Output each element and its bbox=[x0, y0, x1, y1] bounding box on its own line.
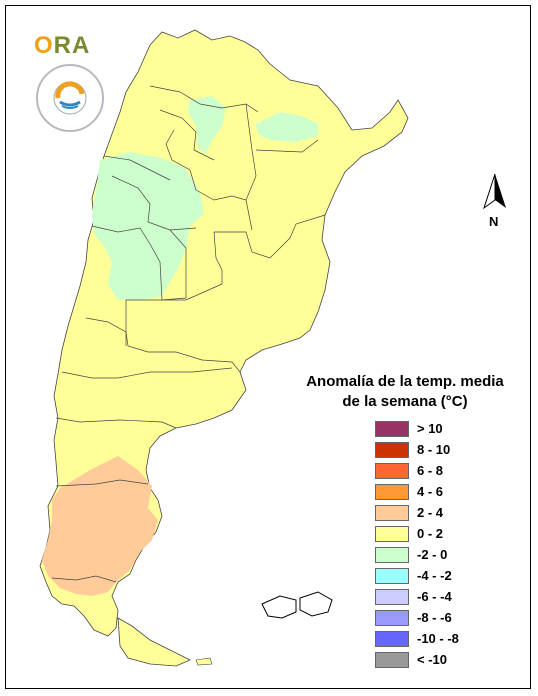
legend-swatch bbox=[375, 462, 409, 479]
legend-swatch bbox=[375, 525, 409, 542]
legend-swatch bbox=[375, 483, 409, 500]
legend-item: -8 - -6 bbox=[375, 607, 459, 628]
legend-label: 4 - 6 bbox=[417, 484, 444, 499]
legend-item: < -10 bbox=[375, 649, 459, 670]
smn-seal-emblem bbox=[53, 81, 87, 115]
province-boundaries bbox=[51, 85, 326, 583]
legend-swatch bbox=[375, 504, 409, 521]
legend-item: 2 - 4 bbox=[375, 502, 459, 523]
ora-logo-text: RA bbox=[53, 32, 91, 59]
map-frame bbox=[5, 5, 531, 689]
legend-label: 2 - 4 bbox=[417, 505, 444, 520]
region-2-4-south bbox=[42, 456, 158, 596]
legend-swatch bbox=[375, 588, 409, 605]
legend-swatch bbox=[375, 567, 409, 584]
legend-label: -4 - -2 bbox=[417, 568, 452, 583]
legend-item: 4 - 6 bbox=[375, 481, 459, 502]
legend-label: 6 - 8 bbox=[417, 463, 444, 478]
legend-item: -10 - -8 bbox=[375, 628, 459, 649]
legend-label: > 10 bbox=[417, 421, 443, 436]
legend-title-line2: de la semana (°C) bbox=[342, 393, 468, 410]
legend-item: > 10 bbox=[375, 418, 459, 439]
legend-swatch bbox=[375, 651, 409, 668]
legend-item: -2 - 0 bbox=[375, 544, 459, 565]
north-arrow-icon bbox=[483, 173, 506, 210]
legend-title-line1: Anomalía de la temp. media bbox=[306, 373, 504, 390]
legend-label: -10 - -8 bbox=[417, 631, 459, 646]
region-neg2-0-cuyo bbox=[92, 152, 204, 300]
north-label: N bbox=[489, 214, 499, 229]
region-neg2-0-north bbox=[188, 96, 226, 154]
legend-swatch bbox=[375, 546, 409, 563]
legend-title: Anomalía de la temp. media de la semana … bbox=[290, 372, 520, 412]
legend-item: 6 - 8 bbox=[375, 460, 459, 481]
legend-swatch bbox=[375, 420, 409, 437]
legend-label: 8 - 10 bbox=[417, 442, 451, 457]
legend-swatch bbox=[375, 630, 409, 647]
tierra-del-fuego bbox=[117, 617, 191, 667]
legend-item: 0 - 2 bbox=[375, 523, 459, 544]
legend-label: -2 - 0 bbox=[417, 547, 448, 562]
legend-label: -6 - -4 bbox=[417, 589, 452, 604]
legend-label: -8 - -6 bbox=[417, 610, 452, 625]
legend-item: -4 - -2 bbox=[375, 565, 459, 586]
legend-item: 8 - 10 bbox=[375, 439, 459, 460]
isla-estados bbox=[195, 657, 213, 666]
legend-swatch bbox=[375, 441, 409, 458]
legend-item: -6 - -4 bbox=[375, 586, 459, 607]
legend: > 10 8 - 10 6 - 8 4 - 6 2 - 4 0 - 2 -2 -… bbox=[375, 418, 459, 670]
malvinas-islands bbox=[261, 591, 333, 619]
ora-logo-o: O bbox=[34, 32, 54, 59]
region-neg2-0-northeast bbox=[256, 112, 318, 142]
legend-swatch bbox=[375, 609, 409, 626]
ora-logo: ORA bbox=[34, 32, 90, 60]
legend-label: 0 - 2 bbox=[417, 526, 444, 541]
legend-label: < -10 bbox=[417, 652, 447, 667]
